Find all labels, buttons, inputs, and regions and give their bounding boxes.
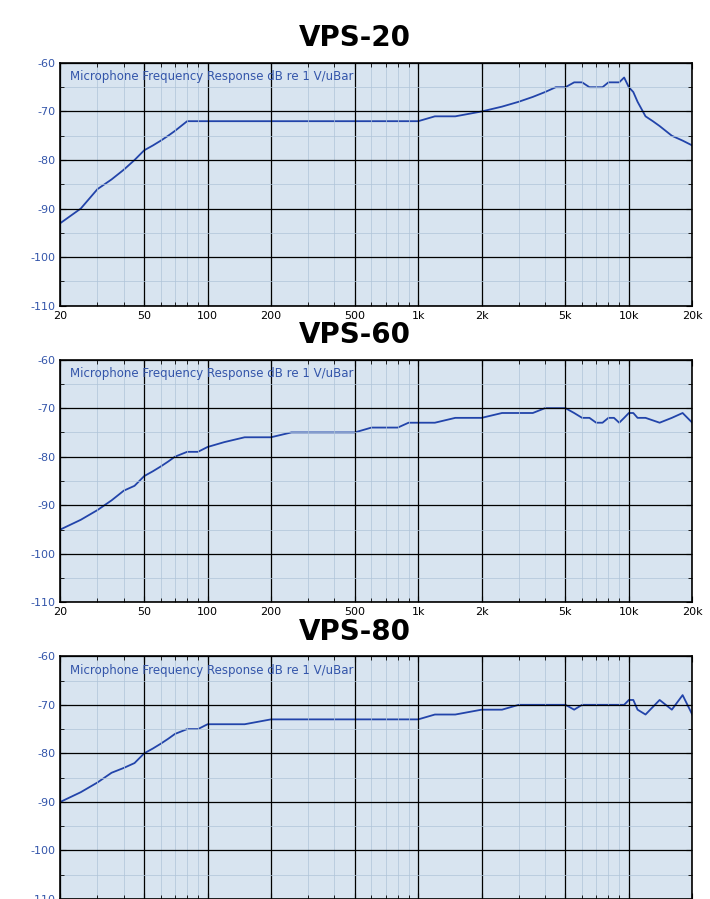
Text: Microphone Frequency Response dB re 1 V/uBar: Microphone Frequency Response dB re 1 V/… (70, 663, 354, 677)
Text: VPS-20: VPS-20 (299, 24, 411, 52)
Text: Microphone Frequency Response dB re 1 V/uBar: Microphone Frequency Response dB re 1 V/… (70, 70, 354, 84)
Text: VPS-80: VPS-80 (299, 618, 411, 645)
Text: VPS-60: VPS-60 (299, 321, 411, 349)
Text: Microphone Frequency Response dB re 1 V/uBar: Microphone Frequency Response dB re 1 V/… (70, 367, 354, 380)
